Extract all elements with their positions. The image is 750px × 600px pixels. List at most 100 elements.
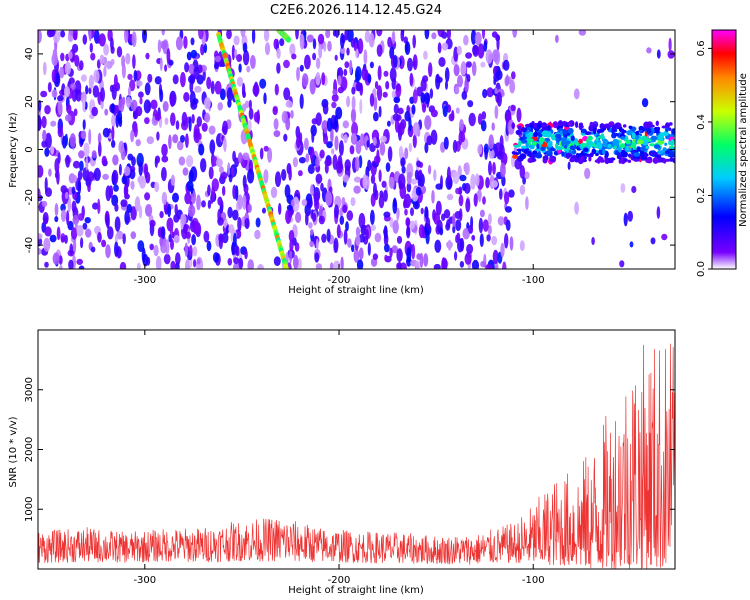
heatmap-band-cell (587, 135, 593, 141)
heatmap-cell (343, 68, 348, 77)
heatmap-cell (60, 203, 66, 212)
heatmap-line-cell (284, 266, 289, 269)
heatmap-cell (508, 189, 515, 198)
heatmap-band-cell (618, 146, 622, 153)
y-tick-label: 3000 (24, 377, 35, 402)
heatmap-cell (228, 224, 235, 234)
heatmap-cell (321, 233, 327, 243)
heatmap-cell (367, 73, 372, 84)
heatmap-band-cell (650, 135, 658, 141)
heatmap-cell (331, 94, 339, 102)
heatmap-cell (51, 53, 58, 66)
heatmap-cell (273, 38, 279, 50)
heatmap-cell (175, 120, 180, 130)
heatmap-cell (454, 251, 458, 261)
heatmap-cell (485, 264, 493, 269)
heatmap-cell (43, 237, 51, 252)
heatmap-cell (211, 178, 219, 192)
heatmap-cell (198, 133, 202, 140)
colorbar-tick-label: 0.0 (696, 261, 707, 277)
heatmap-cell (591, 237, 595, 245)
heatmap-cell (134, 196, 141, 212)
heatmap-cell (491, 122, 495, 131)
heatmap-cell (410, 207, 414, 216)
heatmap-cell (184, 62, 190, 73)
heatmap-band-cell (533, 141, 537, 145)
colorbar-ticks: 0.0 0.2 0.4 0.6 (696, 40, 712, 277)
heatmap-cell (119, 261, 127, 269)
heatmap-cell (298, 170, 303, 177)
heatmap-cell (153, 244, 159, 257)
heatmap-cell (424, 142, 429, 154)
heatmap-cell (331, 101, 337, 109)
heatmap-cell (182, 167, 189, 176)
heatmap-cell (346, 47, 350, 56)
heatmap-cell (64, 234, 68, 244)
heatmap-band-cell (672, 157, 675, 164)
heatmap-cell (485, 177, 490, 189)
heatmap-cell (416, 160, 421, 168)
heatmap-cell (392, 220, 399, 234)
heatmap-cell (38, 165, 44, 178)
heatmap-cell (346, 210, 354, 221)
heatmap-band-cell (545, 150, 551, 154)
heatmap-cell (110, 103, 116, 114)
x-tick-label: -200 (328, 275, 351, 286)
heatmap-cell (69, 243, 74, 256)
heatmap-cell (244, 218, 250, 230)
heatmap-cell (97, 198, 101, 214)
heatmap-band-cell (533, 131, 538, 137)
heatmap-cell (310, 184, 314, 197)
heatmap-cell (453, 64, 460, 77)
heatmap-band-cell (600, 159, 605, 163)
heatmap-cell (240, 30, 246, 38)
heatmap-cell (130, 180, 135, 190)
heatmap-band-cell (640, 146, 646, 152)
heatmap-band-cell (526, 126, 532, 131)
heatmap-cell (206, 76, 212, 90)
heatmap-band-cell (623, 158, 628, 162)
heatmap-cell (395, 83, 401, 92)
heatmap-cell (351, 96, 356, 111)
heatmap-cell (71, 186, 76, 195)
heatmap-cell (567, 161, 571, 170)
heatmap-cell (206, 240, 212, 252)
heatmap-cell (441, 257, 446, 269)
heatmap-cell (430, 109, 438, 118)
heatmap-cell (175, 36, 183, 51)
heatmap-cell (486, 87, 494, 98)
heatmap-cell (306, 34, 314, 43)
heatmap-cell (494, 142, 502, 157)
heatmap-band-cell (642, 139, 649, 146)
heatmap-cell (502, 261, 507, 269)
heatmap-cell (378, 105, 382, 118)
heatmap-cell (90, 52, 96, 61)
heatmap-cell (404, 110, 411, 122)
heatmap-cell (190, 166, 198, 182)
heatmap-cell (325, 191, 333, 206)
x-tick-label: -300 (133, 575, 156, 586)
heatmap-band-cell (604, 150, 609, 158)
heatmap-band-cell (596, 128, 602, 134)
heatmap-cell (214, 80, 222, 95)
heatmap-cell (406, 182, 412, 193)
heatmap-cell (107, 226, 114, 240)
heatmap-cell (211, 156, 218, 167)
heatmap-band-cell (583, 147, 589, 152)
heatmap-cell (301, 199, 308, 207)
heatmap-cell (367, 242, 371, 256)
heatmap-band-cell (536, 123, 542, 130)
heatmap-band-cell (540, 146, 546, 151)
heatmap-cell (52, 252, 60, 265)
heatmap-cell (511, 71, 516, 80)
heatmap-cell (283, 87, 291, 101)
heatmap-cell (121, 175, 127, 185)
heatmap-cell (98, 141, 102, 157)
heatmap-cell (455, 219, 462, 232)
heatmap-cell (57, 126, 63, 138)
spectrogram-y-ticks: -40 -20 0 20 40 (24, 48, 675, 253)
heatmap-cell (388, 176, 395, 189)
heatmap-cell (286, 204, 293, 211)
heatmap-cell (273, 256, 281, 267)
